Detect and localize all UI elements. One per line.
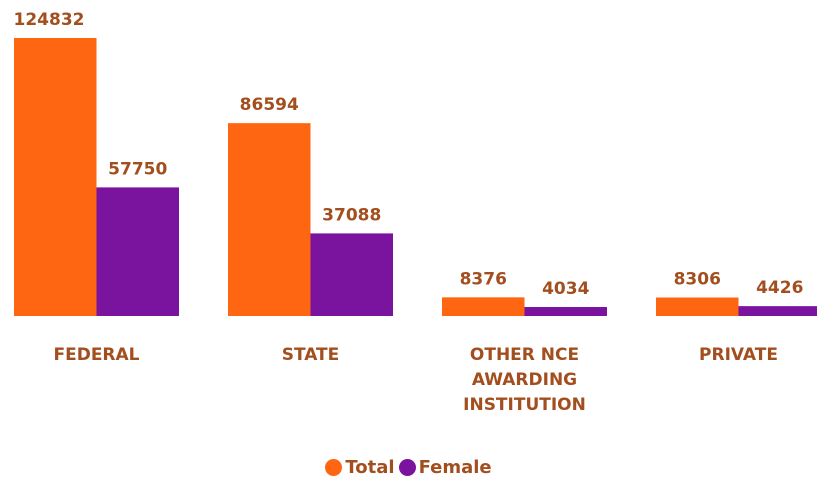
value-label: 4426 xyxy=(756,278,803,298)
bar xyxy=(738,306,817,316)
x-tick-label: OTHER NCE AWARDING INSTITUTION xyxy=(463,345,586,415)
value-label: 86594 xyxy=(240,95,299,115)
bar xyxy=(442,297,525,316)
legend-label: Total xyxy=(345,457,395,478)
bar xyxy=(228,123,311,316)
bar xyxy=(656,297,739,316)
value-label: 37088 xyxy=(322,205,381,225)
legend-item: Female xyxy=(398,457,492,478)
value-label: 4034 xyxy=(542,279,589,299)
legend-swatch xyxy=(325,459,343,476)
bar xyxy=(524,307,607,316)
legend: Total Female xyxy=(0,457,817,481)
legend-item: Total xyxy=(325,457,395,478)
bar xyxy=(96,187,179,316)
x-tick-label: STATE xyxy=(281,345,340,365)
bar xyxy=(14,38,97,316)
value-label: 124832 xyxy=(14,10,85,30)
legend-label: Female xyxy=(418,457,492,478)
value-label: 8306 xyxy=(674,270,721,290)
value-label: 8376 xyxy=(460,269,507,289)
legend-swatch xyxy=(398,459,416,476)
x-tick-label: PRIVATE xyxy=(699,345,778,365)
bar xyxy=(310,233,393,316)
x-tick-label: FEDERAL xyxy=(53,345,140,365)
value-label: 57750 xyxy=(108,159,167,179)
